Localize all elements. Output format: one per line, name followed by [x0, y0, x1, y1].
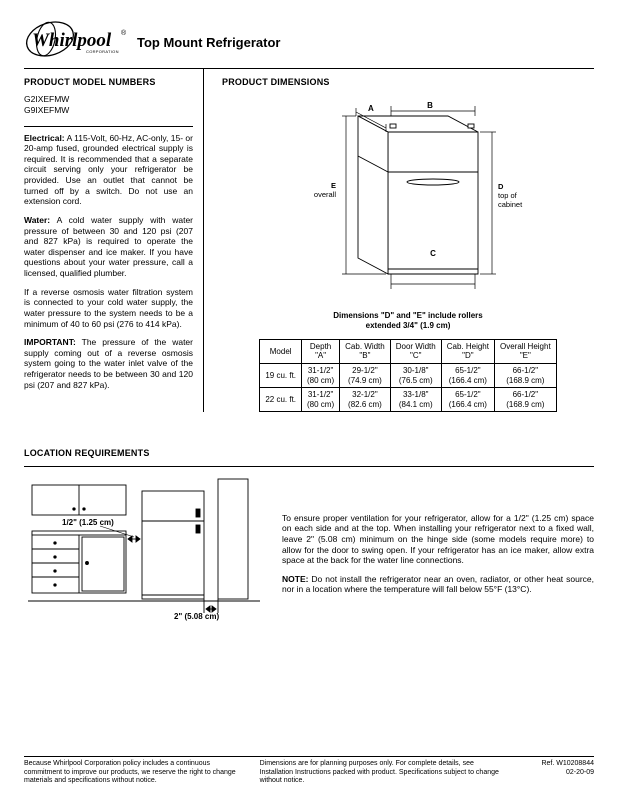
location-note: NOTE: Do not install the refrigerator ne… [282, 574, 594, 595]
svg-text:CORPORATION: CORPORATION [86, 49, 119, 54]
location-section: LOCATION REQUIREMENTS [24, 448, 594, 625]
footer-left: Because Whirlpool Corporation policy inc… [24, 760, 260, 786]
dim-label-b: B [427, 101, 433, 110]
svg-text:Whirlpool: Whirlpool [32, 30, 112, 51]
page-title: Top Mount Refrigerator [137, 35, 280, 51]
brand-logo: Whirlpool ® CORPORATION [24, 20, 129, 62]
models-heading: PRODUCT MODEL NUMBERS [24, 77, 193, 88]
clearance-side-label: 1/2" (1.25 cm) [62, 518, 114, 527]
location-text: To ensure proper ventilation for your re… [282, 473, 594, 603]
important-spec: IMPORTANT: The pressure of the water sup… [24, 337, 193, 390]
th-overall-height: Overall Height"E" [494, 339, 556, 363]
model-number: G9IXEFMW [24, 105, 193, 116]
header: Whirlpool ® CORPORATION Top Mount Refrig… [24, 20, 594, 62]
dim-label-c: C [430, 249, 436, 258]
th-door-width: Door Width"C" [390, 339, 441, 363]
svg-text:®: ® [121, 29, 127, 37]
location-diagram: 1/2" (1.25 cm) 2" (5.08 cm) [24, 473, 264, 626]
reverse-osmosis-spec: If a reverse osmosis water filtration sy… [24, 287, 193, 330]
th-depth: Depth"A" [302, 339, 340, 363]
left-column: PRODUCT MODEL NUMBERS G2IXEFMW G9IXEFMW … [24, 69, 204, 412]
water-spec: Water: A cold water supply with water pr… [24, 215, 193, 279]
dimensions-table: Model Depth"A" Cab. Width"B" Door Width"… [259, 339, 556, 413]
product-diagram: A B C [278, 94, 538, 331]
clearance-bottom-label: 2" (5.08 cm) [174, 612, 219, 621]
dim-label-d: Dtop ofcabinet [498, 182, 523, 209]
main-columns: PRODUCT MODEL NUMBERS G2IXEFMW G9IXEFMW … [24, 69, 594, 412]
dim-label-e: Eoverall [314, 181, 336, 199]
th-cab-height: Cab. Height"D" [441, 339, 494, 363]
footer: Because Whirlpool Corporation policy inc… [24, 756, 594, 786]
table-row: 19 cu. ft. 31-1/2"(80 cm) 29-1/2"(74.9 c… [260, 364, 556, 388]
th-model: Model [260, 339, 302, 363]
dim-label-a: A [368, 104, 374, 113]
table-row: 22 cu. ft. 31-1/2"(80 cm) 32-1/2"(82.6 c… [260, 388, 556, 412]
electrical-spec: Electrical: A 115-Volt, 60-Hz, AC-only, … [24, 133, 193, 207]
footer-right: Ref. W10208844 02-20-09 [514, 760, 594, 786]
model-number: G2IXEFMW [24, 94, 193, 105]
model-list: G2IXEFMW G9IXEFMW [24, 94, 193, 115]
th-cab-width: Cab. Width"B" [340, 339, 391, 363]
footer-mid: Dimensions are for planning purposes onl… [260, 760, 514, 786]
dimensions-heading: PRODUCT DIMENSIONS [222, 77, 594, 88]
right-column: PRODUCT DIMENSIONS [222, 69, 594, 412]
location-para1: To ensure proper ventilation for your re… [282, 513, 594, 566]
location-heading: LOCATION REQUIREMENTS [24, 448, 594, 459]
dimension-caption: Dimensions "D" and "E" include rollersex… [278, 311, 538, 331]
